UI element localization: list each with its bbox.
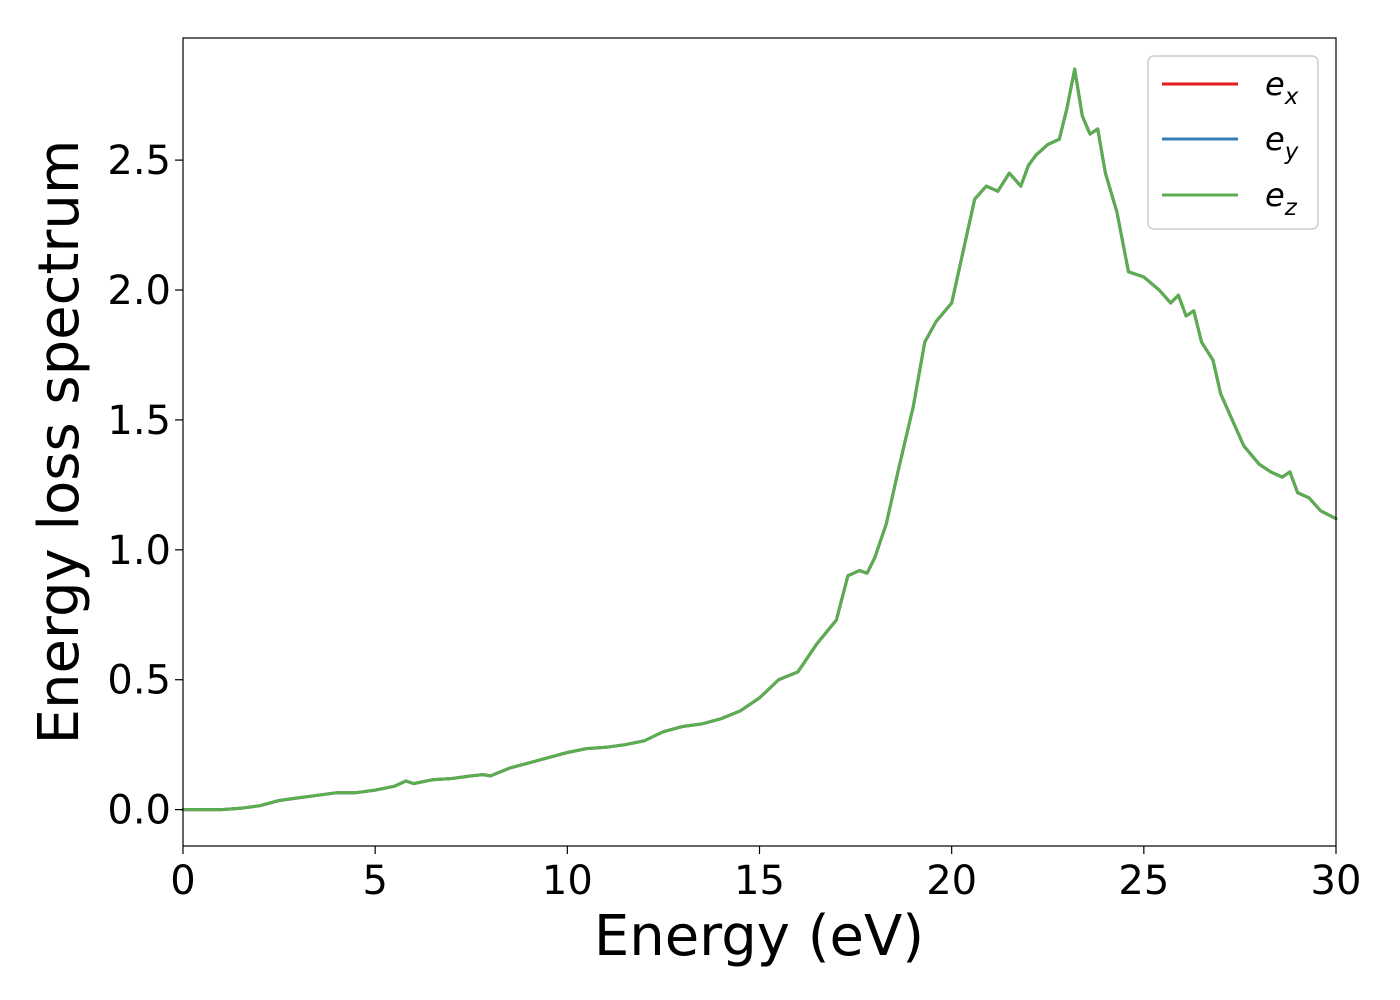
x-axis-title: Energy (eV) [594,904,924,969]
y-tick-label: 1.0 [107,528,171,574]
x-tick-label: 25 [1118,858,1169,904]
series-line-ez [181,67,1338,812]
x-axis-ticks: 0 5 10 15 20 25 30 [170,846,1361,904]
series-layer [181,67,1338,812]
y-tick-label: 2.5 [107,138,171,184]
x-tick-label: 5 [362,858,387,904]
y-tick-label: 2.0 [107,268,171,314]
x-tick-label: 10 [542,858,593,904]
x-tick-label: 20 [926,858,977,904]
legend-box [1147,55,1319,230]
y-tick-label: 1.5 [107,398,171,444]
y-axis-title: Energy loss spectrum [27,140,92,745]
y-tick-label: 0.0 [107,788,171,834]
x-tick-label: 30 [1311,858,1362,904]
x-tick-label: 0 [170,858,195,904]
x-tick-label: 15 [734,858,785,904]
y-axis-ticks: 0.0 0.5 1.0 1.5 2.0 2.5 [107,138,183,834]
y-tick-label: 0.5 [107,658,171,704]
